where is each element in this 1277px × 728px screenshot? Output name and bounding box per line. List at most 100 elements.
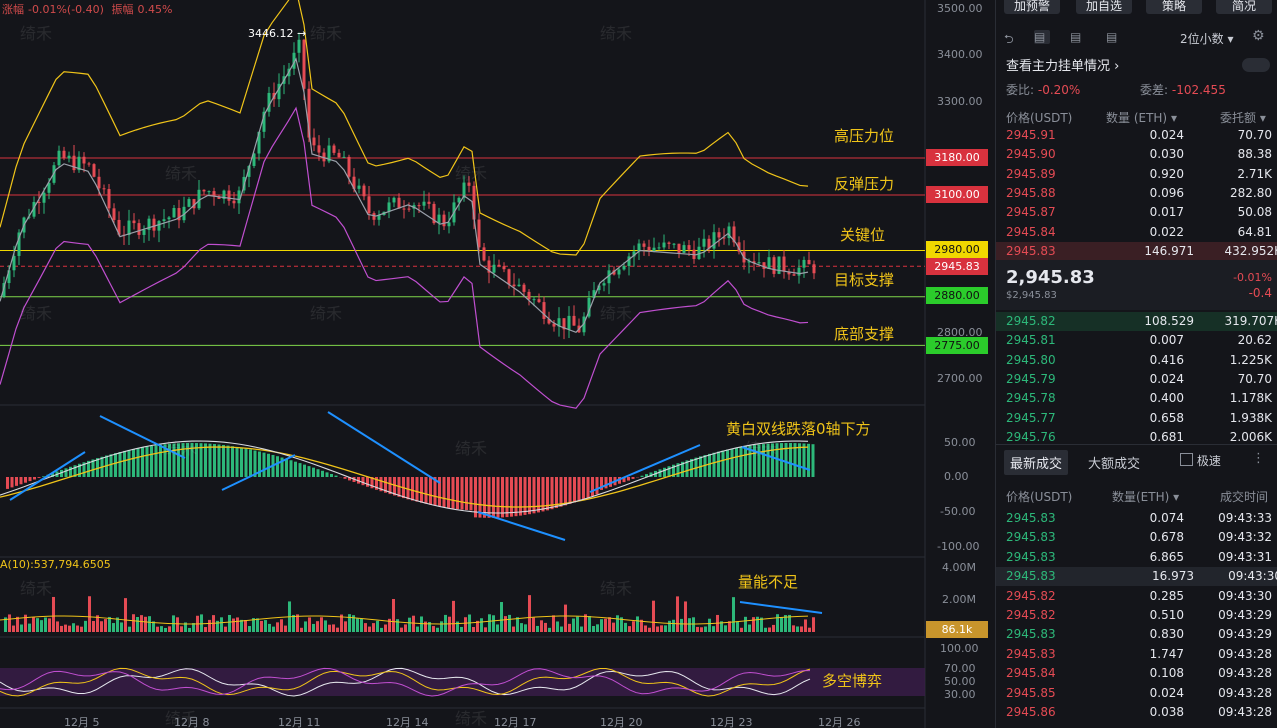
col-price: 价格(USDT)	[1006, 111, 1073, 125]
col-amount[interactable]: 委托额 ▾	[1220, 109, 1266, 126]
macd-bar	[69, 466, 72, 477]
tab-large-trades[interactable]: 大额成交	[1088, 457, 1141, 472]
volume-bar	[144, 616, 147, 632]
trade-row[interactable]: 2945.83 6.865 09:43:31	[1006, 548, 1272, 567]
bid-row[interactable]: 2945.77 0.658 1.938K	[1006, 409, 1272, 428]
main-orders-link[interactable]: 查看主力挂单情况 ›	[1006, 55, 1119, 74]
macd-bar	[109, 454, 113, 477]
macd-bar	[240, 447, 243, 477]
add-watchlist-button[interactable]: 加自选	[1076, 0, 1132, 14]
date-tick: 12月 23	[710, 716, 753, 728]
macd-bar	[757, 444, 761, 477]
checkbox-icon[interactable]	[1180, 453, 1193, 466]
macd-bar	[802, 443, 806, 477]
volume-bar	[564, 604, 567, 632]
trade-row[interactable]: 2945.86 0.038 09:43:28	[1006, 703, 1272, 722]
trade-col-price: 价格(USDT)	[1006, 490, 1073, 504]
macd-bar	[73, 465, 77, 477]
macd-bar	[33, 477, 36, 480]
ask-row[interactable]: 2945.88 0.096 282.80	[1006, 184, 1272, 203]
candle-body	[32, 201, 36, 217]
settings-icon[interactable]: ⚙	[1252, 28, 1265, 44]
candle-body	[207, 191, 211, 193]
trade-row[interactable]: 2945.83 0.074 09:43:33	[1006, 509, 1272, 528]
volume-bar	[592, 625, 595, 632]
volume-bar	[388, 618, 391, 632]
volume-bar	[656, 626, 659, 632]
trade-row[interactable]: 2945.83 1.747 09:43:28	[1006, 645, 1272, 664]
chart-canvas[interactable]	[0, 0, 994, 728]
macd-bar	[474, 477, 477, 518]
macd-bar	[487, 477, 491, 518]
macd-bar	[406, 477, 410, 500]
macd-bar	[438, 477, 441, 507]
ask-row[interactable]: 2945.83 146.971 432.952K	[996, 241, 1277, 261]
ask-row[interactable]: 2945.84 0.022 64.81	[1006, 223, 1272, 242]
macd-bar	[375, 477, 378, 490]
candle-body	[262, 111, 266, 132]
macd-bar	[163, 444, 167, 477]
chart-area[interactable]: 涨幅 -0.01%(-0.40) 振幅 0.45% 3446.12 → 绮禾 绮禾 …	[0, 0, 994, 728]
bid-row[interactable]: 2945.78 0.400 1.178K	[1006, 389, 1272, 408]
trade-col-qty[interactable]: 数量(ETH) ▾	[1112, 488, 1179, 505]
price-tick: 3500.00	[937, 2, 983, 15]
macd-bar	[568, 477, 572, 504]
fast-mode-toggle[interactable]: 极速	[1180, 452, 1221, 469]
trade-row[interactable]: 2945.83 0.830 09:43:29	[1006, 625, 1272, 644]
orderbook-bids-icon[interactable]: ▤	[1070, 30, 1082, 44]
ask-row[interactable]: 2945.87 0.017 50.08	[1006, 203, 1272, 222]
row-amount: 282.80	[1230, 185, 1272, 200]
volume-bar	[284, 625, 287, 632]
candle-body	[662, 242, 666, 248]
bid-row[interactable]: 2945.76 0.681 2.006K	[1006, 428, 1272, 447]
volume-bar	[600, 619, 603, 632]
ask-row[interactable]: 2945.90 0.030 88.38	[1006, 145, 1272, 164]
volume-trend-arrow	[739, 601, 823, 614]
bid-row[interactable]: 2945.81 0.007 20.62	[1006, 331, 1272, 350]
orderbook-asks-icon[interactable]: ▤	[1106, 30, 1118, 44]
candle-body	[787, 271, 791, 275]
strategy-button[interactable]: 策略	[1146, 0, 1202, 14]
candle-body	[312, 137, 316, 146]
trade-row[interactable]: 2945.83 0.678 09:43:32	[1006, 528, 1272, 547]
macd-bar	[685, 460, 689, 477]
volume-bar	[668, 620, 671, 632]
row-amount: 20.62	[1237, 333, 1272, 348]
level-badge-2775: 2775.00	[926, 337, 988, 354]
trade-row[interactable]: 2945.85 0.024 09:43:28	[1006, 684, 1272, 703]
col-qty[interactable]: 数量 (ETH) ▾	[1106, 109, 1177, 126]
macd-bar	[267, 453, 270, 477]
add-alert-button[interactable]: 加预警	[1004, 0, 1060, 14]
trade-row[interactable]: 2945.83 16.973 09:43:30	[996, 567, 1277, 587]
macd-bar	[361, 477, 365, 486]
macd-bar	[676, 463, 680, 477]
bid-row[interactable]: 2945.79 0.024 70.70	[1006, 370, 1272, 389]
back-icon[interactable]: ⮌	[1004, 32, 1014, 46]
macd-bar	[415, 477, 419, 502]
decimal-select[interactable]: 2位小数 ▾	[1180, 30, 1234, 47]
macd-tick: 0.00	[944, 470, 969, 483]
filter-icon[interactable]: ⋮	[1252, 451, 1265, 466]
main-orders-toggle[interactable]	[1242, 58, 1270, 72]
candle-body	[12, 255, 16, 271]
ask-row[interactable]: 2945.91 0.024 70.70	[1006, 126, 1272, 145]
candle-body	[347, 156, 351, 177]
orderbook-both-icon[interactable]: ▤	[1034, 30, 1050, 44]
candle-body	[617, 269, 621, 275]
trade-row[interactable]: 2945.84 0.108 09:43:28	[1006, 664, 1272, 683]
trade-row[interactable]: 2945.82 0.510 09:43:29	[1006, 606, 1272, 625]
bid-row[interactable]: 2945.80 0.416 1.225K	[1006, 351, 1272, 370]
col-amount-label: 委托额	[1220, 111, 1257, 125]
ask-row[interactable]: 2945.89 0.920 2.71K	[1006, 165, 1272, 184]
volume-bar	[112, 623, 115, 632]
volume-bar	[548, 627, 551, 632]
candle-body	[252, 153, 256, 166]
trade-row[interactable]: 2945.82 0.285 09:43:30	[1006, 587, 1272, 606]
bid-row[interactable]: 2945.82 108.529 319.707K	[996, 312, 1277, 331]
trade-col-qty-label: 数量(ETH)	[1112, 490, 1170, 504]
tab-latest-trades[interactable]: 最新成交	[1004, 450, 1069, 475]
overview-button[interactable]: 简况	[1216, 0, 1272, 14]
macd-bar	[235, 446, 239, 477]
row-amount: 432.952K	[1224, 243, 1277, 258]
volume-bar	[748, 624, 751, 632]
